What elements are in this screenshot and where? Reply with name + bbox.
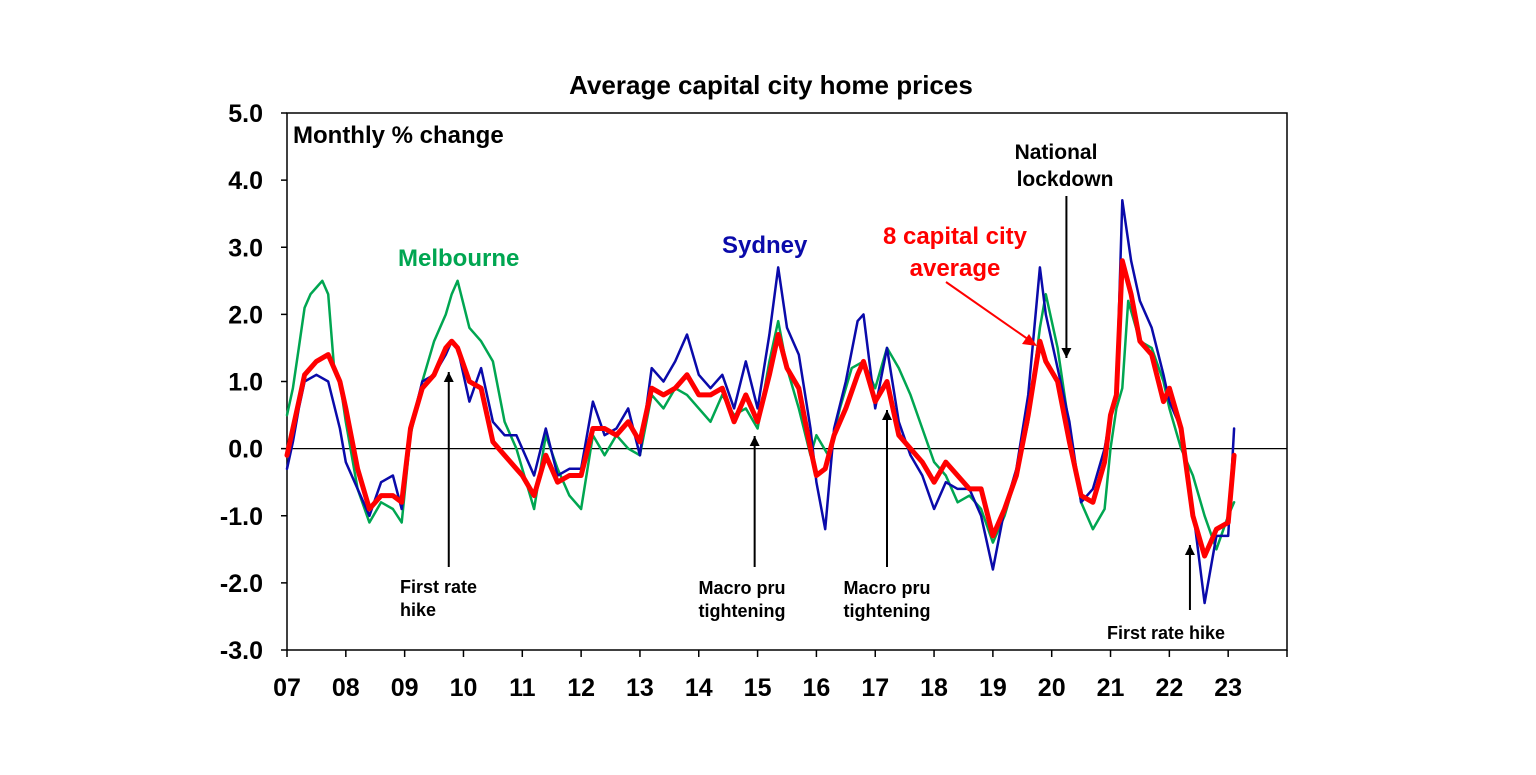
annotation-text: First rate hike — [1107, 623, 1225, 643]
annotation-text: hike — [400, 600, 436, 620]
y-axis-ticks: 5.0 4.0 3.0 2.0 1.0 0.0 -1.0 -2.0 -3.0 — [220, 100, 287, 665]
annotation-text: First rate — [400, 577, 477, 597]
y-tick-label: 2.0 — [228, 301, 263, 329]
series-line-8-capital-city-average — [284, 258, 1237, 559]
average-label-arrow — [945, 281, 1033, 343]
x-tick-label: 08 — [332, 674, 360, 702]
annotation-text: National — [1015, 141, 1098, 164]
sydney-label: Sydney — [722, 232, 808, 259]
x-tick-label: 21 — [1097, 674, 1125, 702]
x-tick-label: 07 — [273, 674, 301, 702]
plot-frame — [286, 112, 1288, 651]
series-labels: Melbourne Sydney 8 capital city average — [398, 223, 1037, 346]
x-tick-label: 09 — [391, 674, 419, 702]
x-tick-label: 15 — [744, 674, 772, 702]
x-tick-label: 20 — [1038, 674, 1066, 702]
y-tick-label: 0.0 — [228, 436, 263, 464]
x-tick-label: 13 — [626, 674, 654, 702]
x-tick-label: 23 — [1214, 674, 1242, 702]
annotation-text: tightening — [699, 601, 786, 621]
x-tick-label: 22 — [1155, 674, 1183, 702]
annotation-arrowhead — [1184, 545, 1195, 555]
y-tick-label: -3.0 — [220, 637, 263, 665]
annotations: First rate hike Macro pru tightening Macro p… — [400, 141, 1225, 643]
chart-title: Average capital city home prices — [569, 70, 973, 100]
y-tick-label: -1.0 — [220, 503, 263, 531]
annotation-text: Macro pru — [843, 578, 930, 598]
x-tick-label: 11 — [509, 674, 536, 702]
average-label-arrowhead — [1022, 334, 1037, 346]
average-label-line2: average — [910, 255, 1001, 282]
average-label-line1: 8 capital city — [883, 223, 1028, 250]
annotation-arrowhead — [749, 436, 760, 446]
y-tick-label: 4.0 — [228, 167, 263, 195]
annotation-text: tightening — [844, 601, 931, 621]
x-tick-label: 10 — [450, 674, 478, 702]
annotation-arrowhead — [443, 372, 454, 382]
y-tick-label: 3.0 — [228, 234, 263, 262]
x-tick-label: 19 — [979, 674, 1007, 702]
y-tick-label: -2.0 — [220, 570, 263, 598]
x-axis-ticks: 07 08 09 10 11 12 13 14 15 16 17 18 19 20 21 22 23 — [273, 650, 1288, 702]
x-tick-label: 12 — [567, 674, 595, 702]
y-tick-label: 1.0 — [228, 369, 263, 397]
annotation-arrowhead — [1061, 348, 1072, 358]
x-tick-label: 18 — [920, 674, 948, 702]
melbourne-label: Melbourne — [398, 245, 519, 272]
annotation-arrowhead — [882, 410, 892, 420]
x-tick-label: 17 — [861, 674, 889, 702]
y-tick-label: 5.0 — [228, 100, 263, 128]
annotation-text: lockdown — [1017, 168, 1114, 191]
y-axis-label: Monthly % change — [293, 122, 504, 149]
annotation-text: Macro pru — [698, 578, 785, 598]
x-tick-label: 16 — [803, 674, 831, 702]
series-lines — [284, 199, 1237, 605]
x-tick-label: 14 — [685, 674, 713, 702]
